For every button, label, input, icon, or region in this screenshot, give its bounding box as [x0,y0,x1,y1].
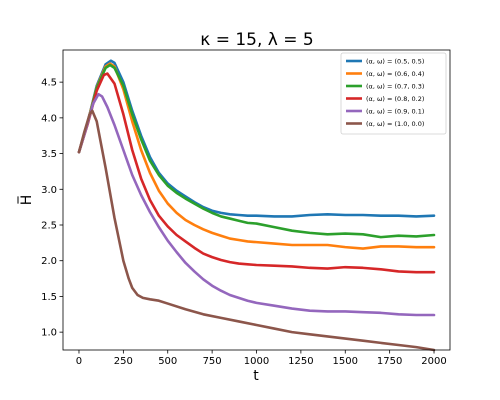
legend-entry: (α, ω) = (0.9, 0.1) [366,107,424,115]
series-line-6 [77,109,436,352]
x-tick-label: 1750 [377,356,402,367]
legend-entry: (α, ω) = (0.5, 0.5) [366,57,424,65]
legend-box [340,52,447,135]
y-tick-label: 2.5 [41,221,57,232]
legend-entry: (α, ω) = (0.7, 0.3) [366,82,424,90]
y-tick-label: 1.5 [41,292,57,303]
legend-entry: (α, ω) = (0.6, 0.4) [366,70,424,78]
y-tick-label: 1.0 [41,328,57,339]
y-tick-label: 3.0 [41,185,57,196]
series-line-4 [77,72,436,274]
series-layer [77,59,436,352]
legend: (α, ω) = (0.5, 0.5) (α, ω) = (0.6, 0.4) (α… [340,52,447,135]
x-tick-label: 500 [158,356,177,367]
legend-entry: (α, ω) = (0.8, 0.2) [366,95,424,103]
x-tick-label: 1000 [244,356,269,367]
x-tick-label: 2000 [421,356,446,367]
y-tick-label: 4.5 [41,78,57,89]
legend-entry: (α, ω) = (1.0, 0.0) [366,120,424,128]
x-tick-label: 0 [76,356,82,367]
x-axis-ticks: 0 250 500 750 1000 1250 1500 1750 2000 [76,350,447,367]
x-tick-label: 250 [114,356,133,367]
series-line-5 [77,92,436,317]
y-tick-label: 4.0 [41,113,57,124]
series-line-3 [77,63,436,239]
y-tick-label: 3.5 [41,149,57,160]
x-tick-label: 1250 [288,356,313,367]
y-tick-label: 2.0 [41,256,57,267]
y-axis-ticks: 1.0 1.5 2.0 2.5 3.0 3.5 4.0 4.5 [41,78,63,339]
y-axis-label: H̅ [17,195,35,206]
x-axis-label: t [253,368,259,384]
chart-title: κ = 15, λ = 5 [200,30,313,50]
x-tick-label: 1500 [333,356,358,367]
series-line-1 [77,59,436,218]
x-tick-label: 750 [203,356,222,367]
